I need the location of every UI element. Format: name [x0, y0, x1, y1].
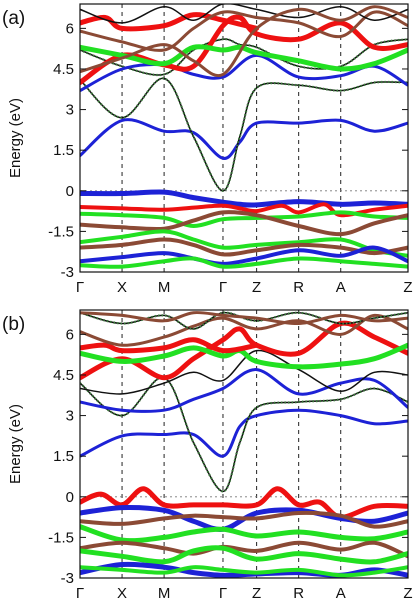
- band-line: [80, 561, 408, 578]
- y-axis-label: Energy (eV): [7, 98, 24, 178]
- y-tick-label: 0: [66, 489, 74, 506]
- kpoint-label: X: [117, 585, 127, 602]
- kpoint-label: R: [293, 279, 304, 296]
- band-line: [80, 12, 260, 32]
- band-line: [80, 189, 408, 208]
- kpoint-label: Z: [252, 585, 261, 602]
- band-line: [80, 5, 408, 78]
- band-line: [80, 486, 408, 520]
- band-line: [80, 565, 408, 578]
- kpoint-label: Γ: [76, 585, 84, 602]
- y-tick-label: 0: [66, 183, 74, 200]
- y-axis-label: Energy (eV): [7, 404, 24, 484]
- kpoint-label: A: [336, 585, 346, 602]
- band-line: [80, 376, 408, 493]
- band-line: [80, 210, 408, 229]
- y-tick-label: -3: [61, 264, 74, 281]
- y-tick-label: 4.5: [53, 61, 74, 78]
- bands-group: [80, 311, 408, 578]
- y-tick-label: 6: [66, 326, 74, 343]
- y-tick-label: 6: [66, 20, 74, 37]
- y-tick-label: 4.5: [53, 367, 74, 384]
- y-tick-label: 3: [66, 408, 74, 425]
- kpoint-label: Z: [403, 585, 412, 602]
- y-tick-label: 3: [66, 102, 74, 119]
- y-tick-label: -3: [61, 570, 74, 587]
- y-tick-label: 1.5: [53, 142, 74, 159]
- band-line: [80, 202, 408, 218]
- kpoint-label: M: [158, 585, 171, 602]
- y-tick-label: -1.5: [48, 223, 74, 240]
- band-line-dotted: [80, 38, 408, 77]
- kpoint-label: R: [293, 585, 304, 602]
- kpoint-label: Γ: [219, 585, 227, 602]
- band-line: [80, 524, 408, 544]
- kpoint-label: A: [336, 279, 346, 296]
- bands-group: [80, 4, 408, 269]
- kpoint-label: Γ: [76, 279, 84, 296]
- band-line: [80, 320, 408, 381]
- band-line-dotted: [80, 77, 408, 192]
- plot-frame: [79, 309, 409, 579]
- band-line: [80, 245, 408, 266]
- kpoint-label: M: [158, 279, 171, 296]
- kpoint-label: X: [117, 279, 127, 296]
- kpoint-label: Z: [403, 279, 412, 296]
- panel-label: (a): [2, 8, 25, 29]
- band-line: [80, 256, 408, 269]
- band-panel-1: -3 -1.5 0 1.5 3 4.5 6 Γ X M Γ Z R A Z Energy (eV) (a): [2, 3, 413, 296]
- band-line: [80, 118, 408, 160]
- band-line: [80, 53, 408, 93]
- band-line: [80, 311, 408, 326]
- band-line: [80, 368, 408, 413]
- panel-label: (b): [2, 314, 25, 335]
- band-line: [80, 229, 408, 258]
- plot-frame: [79, 3, 409, 273]
- y-tick-label: -1.5: [48, 529, 74, 546]
- kpoint-label: Γ: [219, 279, 227, 296]
- band-line: [80, 313, 408, 347]
- y-tick-label: 1.5: [53, 448, 74, 465]
- band-line: [80, 349, 408, 395]
- kpoint-label: Z: [252, 279, 261, 296]
- band-line: [80, 210, 408, 237]
- band-line: [80, 545, 408, 565]
- band-panel-2: -3 -1.5 0 1.5 3 4.5 6 Γ X M Γ Z R A Z Energy (eV) (b): [2, 309, 413, 602]
- band-line: [80, 408, 408, 458]
- band-line: [80, 337, 260, 354]
- band-line: [80, 540, 408, 559]
- band-line: [80, 44, 408, 72]
- band-line: [80, 510, 408, 529]
